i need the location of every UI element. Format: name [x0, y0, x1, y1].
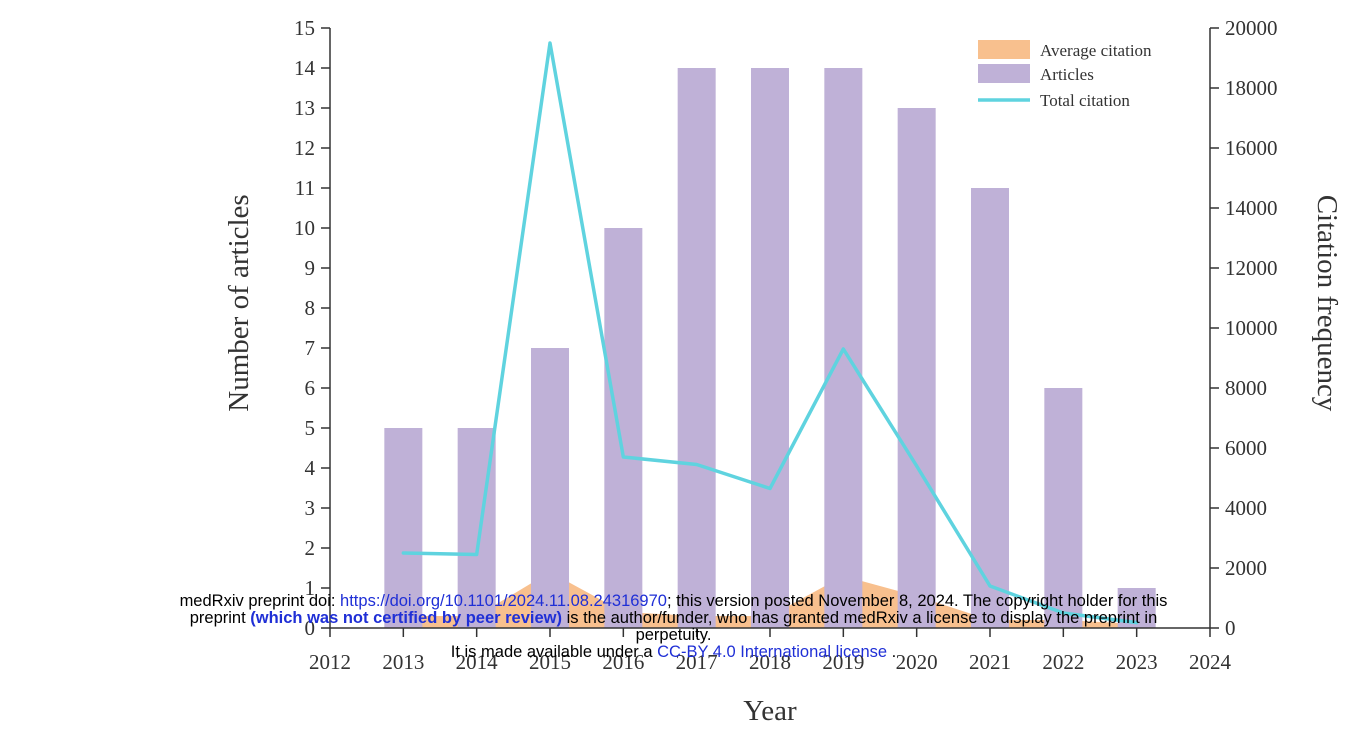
y2-tick-label-12000: 12000: [1225, 256, 1278, 280]
average-citation-area: [403, 572, 1137, 628]
y-tick-label-2: 2: [305, 536, 316, 560]
y2-tick-label-6000: 6000: [1225, 436, 1267, 460]
y-tick-label-6: 6: [305, 376, 316, 400]
y2-tick-label-14000: 14000: [1225, 196, 1278, 220]
x-tick-label-2022: 2022: [1042, 650, 1084, 674]
y-tick-label-4: 4: [305, 456, 316, 480]
x-tick-label-2017: 2017: [676, 650, 718, 674]
y-tick-label-13: 13: [294, 96, 315, 120]
x-axis-title: Year: [743, 695, 797, 727]
articles-bar-layer: [384, 68, 1156, 628]
y-tick-label-8: 8: [305, 296, 316, 320]
x-tick-label-2012: 2012: [309, 650, 351, 674]
bar-articles-2017: [677, 68, 716, 628]
bar-articles-2016: [604, 228, 643, 628]
legend-label-average-citation: Average citation: [1040, 41, 1152, 60]
bar-articles-2022: [1044, 388, 1083, 628]
y-tick-label-5: 5: [305, 416, 316, 440]
legend: Average citation Articles Total citation: [978, 40, 1152, 110]
legend-swatch-average-citation: [978, 40, 1030, 59]
y-tick-label-1: 1: [305, 576, 316, 600]
y-tick-label-9: 9: [305, 256, 316, 280]
y-tick-label-0: 0: [305, 616, 316, 640]
y-axis-title: Number of articles: [223, 194, 255, 411]
x-tick-label-2024: 2024: [1189, 650, 1232, 674]
legend-label-total-citation: Total citation: [1040, 91, 1130, 110]
x-tick-label-2016: 2016: [602, 650, 644, 674]
preprint-notice: medRxiv preprint doi: https://doi.org/10…: [0, 593, 1347, 661]
doi-link[interactable]: https://doi.org/10.1101/2024.11.08.24316…: [340, 592, 667, 610]
peer-review-note: (which was not certified by peer review): [250, 609, 563, 627]
x-tick-label-2018: 2018: [749, 650, 791, 674]
y-tick-label-12: 12: [294, 136, 315, 160]
y-tick-label-14: 14: [294, 56, 316, 80]
y2-tick-label-0: 0: [1225, 616, 1236, 640]
legend-swatch-articles: [978, 64, 1030, 83]
total-citation-line-layer: [401, 41, 1139, 625]
notice-line-2: preprint (which was not certified by pee…: [189, 609, 1158, 627]
notice-line-1: medRxiv preprint doi: https://doi.org/10…: [179, 592, 1168, 610]
y2-tick-label-18000: 18000: [1225, 76, 1278, 100]
x-tick-label-2019: 2019: [822, 650, 864, 674]
bar-articles-2015: [531, 348, 569, 628]
axes: 0123456789101112131415020004000600080001…: [223, 16, 1343, 727]
bar-articles-2013: [384, 428, 423, 628]
y-tick-label-10: 10: [294, 216, 315, 240]
y2-tick-label-8000: 8000: [1225, 376, 1267, 400]
y-tick-label-3: 3: [305, 496, 316, 520]
bar-articles-2020: [897, 108, 936, 628]
total-citation-line: [401, 41, 1139, 625]
x-tick-label-2020: 2020: [896, 650, 938, 674]
average-citation-area-layer: [403, 572, 1137, 628]
y2-tick-label-10000: 10000: [1225, 316, 1278, 340]
y-tick-label-7: 7: [305, 336, 316, 360]
x-tick-label-2013: 2013: [382, 650, 424, 674]
bar-articles-2021: [971, 188, 1009, 628]
bar-articles-2018: [751, 68, 789, 628]
y2-tick-label-20000: 20000: [1225, 16, 1278, 40]
y2-tick-label-2000: 2000: [1225, 556, 1267, 580]
x-tick-label-2021: 2021: [969, 650, 1011, 674]
x-tick-label-2014: 2014: [456, 650, 499, 674]
y2-axis-title: Citation frequency: [1311, 195, 1343, 412]
notice-line-4: It is made available under a CC-BY 4.0 I…: [450, 643, 897, 661]
legend-label-articles: Articles: [1040, 65, 1094, 84]
y-tick-label-15: 15: [294, 16, 315, 40]
license-link[interactable]: CC-BY 4.0 International license: [657, 643, 888, 661]
notice-line-3: perpetuity.: [635, 626, 712, 644]
y2-tick-label-16000: 16000: [1225, 136, 1278, 160]
x-tick-label-2015: 2015: [529, 650, 571, 674]
x-tick-label-2023: 2023: [1116, 650, 1158, 674]
y-tick-label-11: 11: [295, 176, 315, 200]
y2-tick-label-4000: 4000: [1225, 496, 1267, 520]
